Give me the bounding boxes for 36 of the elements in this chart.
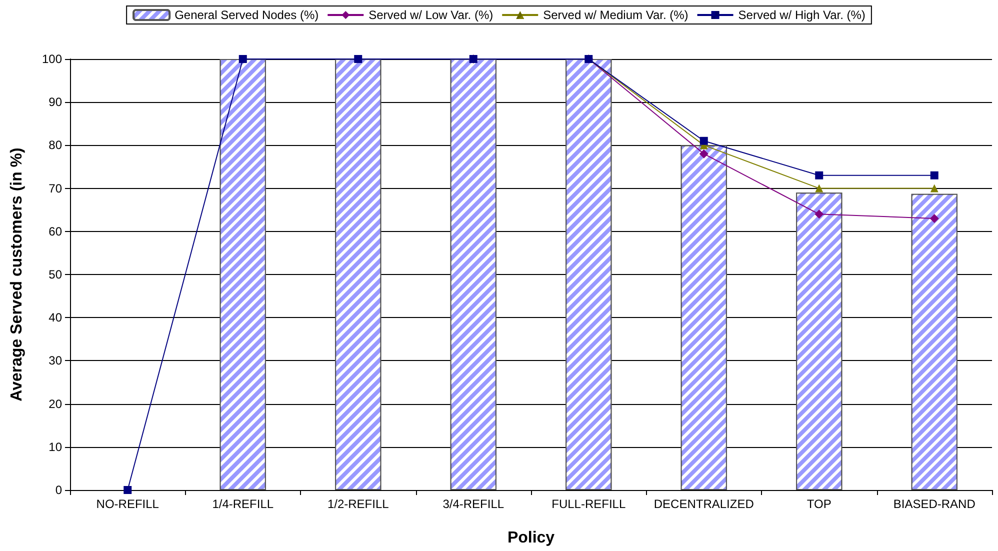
point <box>354 55 362 63</box>
point <box>930 184 938 192</box>
y-axis-title: Average Served customers (in %) <box>8 148 26 402</box>
y-tick-label: 30 <box>48 354 62 368</box>
y-tick-label: 90 <box>48 95 62 110</box>
y-tick-label: 50 <box>48 268 62 282</box>
point <box>930 214 939 223</box>
point <box>699 149 708 158</box>
x-tick-label: 1/2-REFILL <box>327 497 390 511</box>
y-tick-label: 20 <box>48 396 62 411</box>
x-tick-label: BIASED-RAND <box>893 497 976 511</box>
legend-label: Served w/ Medium Var. (%) <box>543 8 688 22</box>
y-tick-label: 0 <box>55 483 62 497</box>
x-tick-label: DECENTRALIZED <box>654 497 754 511</box>
point <box>930 171 938 180</box>
point <box>815 184 824 192</box>
legend-label: General Served Nodes (%) <box>174 8 319 22</box>
legend-label: Served w/ Low Var. (%) <box>368 8 494 22</box>
y-tick-label: 40 <box>48 310 62 325</box>
y-tick-label: 80 <box>48 138 62 152</box>
point <box>700 136 708 145</box>
x-tick-label: 1/4-REFILL <box>212 497 274 511</box>
y-tick-label: 60 <box>48 224 62 238</box>
point <box>814 210 824 219</box>
x-tick-label: 3/4-REFILL <box>442 497 504 511</box>
x-tick-label: NO-REFILL <box>96 497 160 511</box>
legend-label: Served w/ High Var. (%) <box>738 8 866 22</box>
x-tick-label: TOP <box>806 497 832 511</box>
y-tick-label: 100 <box>42 52 62 66</box>
y-tick-label: 10 <box>48 440 62 454</box>
x-tick-label: FULL-REFILL <box>552 497 626 511</box>
y-tick-label: 70 <box>48 181 62 196</box>
point <box>124 486 132 494</box>
point <box>238 55 247 63</box>
x-axis-title: Policy <box>507 530 555 546</box>
point <box>815 171 824 180</box>
